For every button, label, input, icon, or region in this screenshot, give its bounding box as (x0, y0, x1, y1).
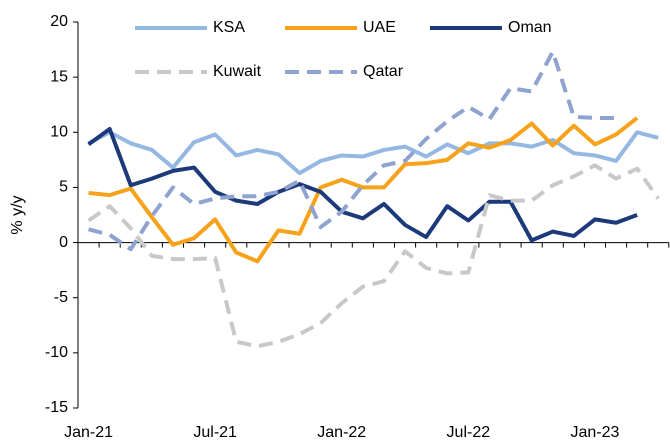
x-tick-label: Jan-21 (64, 424, 113, 441)
legend-label: KSA (213, 19, 245, 36)
y-tick-label: 0 (59, 234, 68, 251)
x-tick-label: Jan-23 (570, 424, 619, 441)
y-tick-label: 15 (50, 68, 68, 85)
legend-label: UAE (363, 19, 396, 36)
legend-label: Qatar (363, 63, 404, 80)
y-tick-label: -5 (54, 289, 68, 306)
line-uae (88, 116, 639, 264)
line-ksa (87, 130, 659, 176)
y-tick-label: -10 (45, 344, 68, 361)
y-tick-label: 10 (50, 124, 68, 141)
line-kuwait (87, 163, 660, 349)
y-tick-label: 20 (50, 13, 68, 30)
x-tick-label: Jul-22 (447, 424, 491, 441)
y-axis-label: % y/y (9, 195, 26, 234)
legend-label: Kuwait (213, 63, 262, 80)
line-qatar (88, 49, 617, 252)
y-tick-label: 5 (59, 179, 68, 196)
line-oman (87, 126, 638, 243)
x-tick-label: Jul-21 (193, 424, 237, 441)
legend-label: Oman (508, 19, 552, 36)
x-tick-label: Jan-22 (317, 424, 366, 441)
y-tick-label: -15 (45, 399, 68, 416)
